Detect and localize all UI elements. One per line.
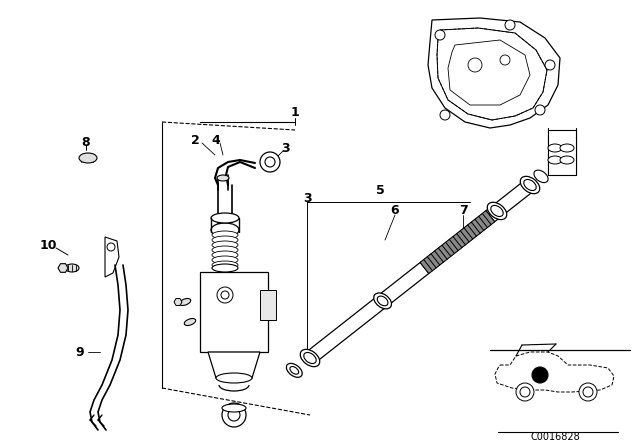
Ellipse shape — [286, 363, 302, 377]
Ellipse shape — [290, 366, 299, 374]
Circle shape — [107, 243, 115, 251]
Circle shape — [221, 291, 229, 299]
Circle shape — [532, 367, 548, 383]
Bar — [260, 290, 276, 320]
Polygon shape — [208, 352, 260, 378]
Ellipse shape — [212, 236, 238, 244]
Circle shape — [505, 20, 515, 30]
Ellipse shape — [179, 298, 191, 306]
Polygon shape — [420, 211, 495, 274]
Ellipse shape — [212, 256, 238, 264]
Ellipse shape — [212, 231, 238, 239]
Ellipse shape — [222, 404, 246, 412]
Circle shape — [435, 30, 445, 40]
Text: 10: 10 — [39, 238, 57, 251]
Text: 1: 1 — [291, 105, 300, 119]
Text: 9: 9 — [76, 345, 84, 358]
Ellipse shape — [548, 156, 562, 164]
Text: 7: 7 — [459, 203, 467, 216]
Ellipse shape — [548, 144, 562, 152]
Circle shape — [222, 403, 246, 427]
Circle shape — [579, 383, 597, 401]
Bar — [548, 130, 576, 175]
Circle shape — [217, 287, 233, 303]
Ellipse shape — [534, 170, 548, 183]
Circle shape — [500, 55, 510, 65]
Ellipse shape — [79, 153, 97, 163]
Ellipse shape — [212, 264, 238, 272]
Text: 8: 8 — [82, 135, 90, 148]
Ellipse shape — [377, 296, 388, 306]
Ellipse shape — [184, 319, 196, 326]
Circle shape — [440, 110, 450, 120]
Ellipse shape — [560, 156, 574, 164]
Ellipse shape — [491, 206, 503, 216]
Polygon shape — [428, 18, 560, 128]
Ellipse shape — [520, 177, 540, 194]
Circle shape — [545, 60, 555, 70]
Text: C0016828: C0016828 — [530, 432, 580, 442]
Text: 4: 4 — [212, 134, 220, 146]
Circle shape — [260, 152, 280, 172]
Circle shape — [583, 387, 593, 397]
Ellipse shape — [212, 251, 238, 259]
Text: 5: 5 — [376, 184, 385, 197]
Circle shape — [535, 105, 545, 115]
Circle shape — [516, 383, 534, 401]
Ellipse shape — [560, 144, 574, 152]
Circle shape — [228, 409, 240, 421]
Ellipse shape — [216, 373, 252, 383]
Ellipse shape — [487, 202, 507, 220]
Text: 3: 3 — [303, 191, 311, 204]
Ellipse shape — [217, 175, 229, 181]
Ellipse shape — [212, 261, 238, 269]
Ellipse shape — [304, 353, 316, 363]
Ellipse shape — [65, 264, 79, 272]
Circle shape — [468, 58, 482, 72]
Ellipse shape — [211, 213, 239, 223]
Text: 6: 6 — [390, 203, 399, 216]
Ellipse shape — [212, 246, 238, 254]
Ellipse shape — [300, 349, 320, 366]
Bar — [200, 272, 268, 352]
Ellipse shape — [212, 241, 238, 249]
Text: 3: 3 — [281, 142, 289, 155]
Ellipse shape — [211, 223, 239, 237]
Ellipse shape — [374, 293, 392, 309]
Ellipse shape — [524, 180, 536, 190]
Circle shape — [265, 157, 275, 167]
Circle shape — [520, 387, 530, 397]
Text: 2: 2 — [191, 134, 200, 146]
